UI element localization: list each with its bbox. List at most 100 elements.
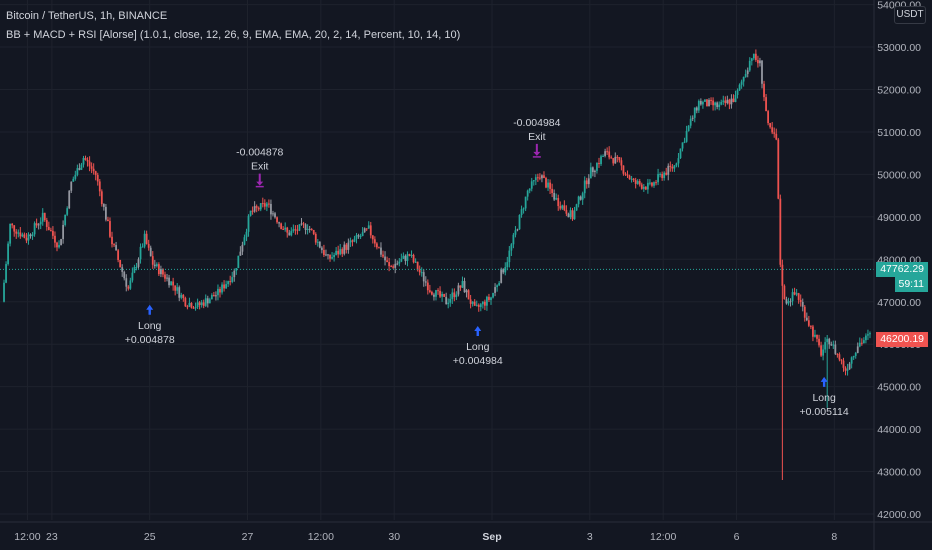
candle-body: [697, 100, 700, 111]
indicator-legend[interactable]: BB + MACD + RSI [Alorse] (1.0.1, close, …: [6, 29, 461, 41]
candle-body: [622, 165, 625, 174]
candle-body: [157, 264, 160, 275]
candle-body: [270, 203, 272, 215]
candle-body: [402, 255, 405, 259]
candle-body: [671, 166, 674, 169]
candle-body: [734, 94, 737, 103]
x-tick-label: 8: [831, 531, 837, 543]
candle-body: [347, 242, 350, 250]
candle-body: [265, 203, 268, 207]
candle-body: [43, 212, 46, 221]
candle-body: [367, 225, 370, 229]
symbol-title[interactable]: Bitcoin / TetherUS, 1h, BINANCE: [6, 10, 168, 22]
candle-body: [577, 196, 580, 205]
candle-body: [188, 302, 191, 307]
candle-body: [600, 156, 602, 165]
candle-body: [231, 277, 234, 282]
candle-body: [492, 292, 494, 298]
candle-body: [551, 188, 554, 194]
candle-body: [82, 157, 85, 165]
y-tick-label: 53000.00: [877, 42, 921, 54]
candle-body: [200, 302, 203, 306]
candle-body: [217, 288, 219, 296]
candle-body: [52, 230, 54, 236]
candle-body: [111, 236, 113, 245]
candle-body: [331, 257, 333, 259]
candle-body: [614, 156, 617, 164]
candle-body: [720, 101, 723, 105]
candle-body: [496, 285, 499, 288]
candle-body: [182, 294, 185, 299]
candle-body: [651, 182, 653, 186]
x-tick-label: 27: [242, 531, 254, 543]
candle-body: [292, 229, 295, 231]
candle-body: [202, 302, 205, 306]
candle-body: [227, 281, 230, 285]
candle-body: [581, 193, 584, 200]
candle-body: [37, 224, 40, 226]
candle-body: [396, 263, 399, 265]
exit-arrow-icon: [533, 143, 541, 156]
candle-body: [453, 292, 456, 298]
candle-body: [147, 243, 150, 248]
candle-body: [166, 277, 168, 279]
candle-body: [316, 241, 319, 243]
candle-body: [310, 229, 313, 231]
candle-body: [60, 239, 62, 246]
long-arrow-icon: [474, 325, 482, 336]
candle-body: [486, 296, 488, 306]
candle-body: [724, 100, 727, 103]
candle-body: [439, 290, 441, 297]
candle-body: [139, 246, 142, 260]
candle-body: [512, 234, 515, 245]
candle-body: [268, 203, 270, 205]
candle-body: [761, 60, 763, 84]
y-tick-label: 43000.00: [877, 467, 921, 479]
candle-body: [312, 229, 315, 234]
candle-body: [549, 182, 551, 189]
candle-body: [473, 301, 476, 306]
candle-body: [775, 133, 778, 140]
candle-body: [504, 267, 507, 273]
candle-body: [663, 172, 666, 178]
candle-body: [596, 163, 598, 171]
candle-body: [431, 291, 433, 295]
candle-body: [667, 165, 670, 175]
candle-body: [25, 237, 28, 241]
candle-body: [598, 163, 600, 165]
candle-body: [100, 191, 103, 205]
candle-body: [728, 99, 731, 105]
candle-body: [789, 301, 792, 303]
candle-body: [115, 245, 117, 251]
trade-value: -0.004984: [513, 117, 560, 129]
candle-body: [748, 60, 751, 71]
candle-body: [351, 240, 354, 242]
candle-body: [390, 266, 393, 268]
candle-body: [245, 231, 248, 238]
x-tick-label: 30: [388, 531, 400, 543]
candle-body: [196, 302, 199, 308]
currency-badge[interactable]: USDT: [894, 6, 926, 24]
candle-body: [463, 280, 466, 293]
candle-body: [791, 292, 794, 302]
candle-body: [750, 58, 753, 61]
candle-body: [62, 224, 65, 240]
candle-body: [233, 270, 236, 278]
candle-body: [345, 244, 348, 250]
candle-body: [365, 228, 368, 230]
candle-body: [604, 151, 606, 156]
candle-body: [714, 102, 717, 106]
candle-body: [608, 151, 611, 158]
candle-body: [699, 100, 702, 105]
candle-body: [375, 243, 378, 248]
candle-body: [865, 335, 867, 341]
candle-body: [72, 178, 75, 182]
candle-body: [355, 235, 358, 239]
candle-body: [117, 250, 120, 260]
candle-body: [98, 181, 101, 192]
x-tick-label: 12:00: [650, 531, 676, 543]
candle-body: [206, 298, 209, 304]
candle-body: [74, 174, 77, 179]
candle-body: [506, 262, 509, 268]
